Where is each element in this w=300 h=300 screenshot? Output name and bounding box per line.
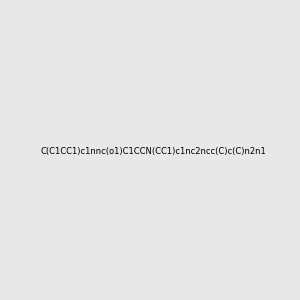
Text: C(C1CC1)c1nnc(o1)C1CCN(CC1)c1nc2ncc(C)c(C)n2n1: C(C1CC1)c1nnc(o1)C1CCN(CC1)c1nc2ncc(C)c(… xyxy=(41,147,267,156)
